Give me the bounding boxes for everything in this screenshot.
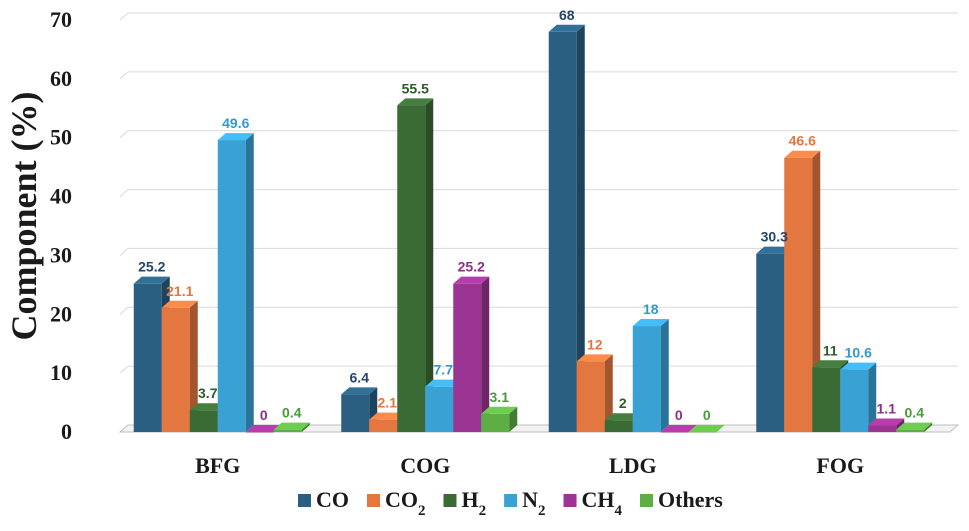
gridline-depth — [119, 189, 129, 197]
gridline-depth — [119, 365, 129, 374]
bars — [133, 24, 933, 433]
data-label: 0 — [260, 407, 268, 423]
data-label: 68 — [559, 7, 575, 23]
data-label: 25.2 — [138, 259, 165, 275]
legend-label: CO — [316, 487, 349, 512]
legend-item: CO2 — [367, 487, 426, 519]
x-tick-label: BFG — [195, 453, 240, 478]
legend-item: N2 — [504, 487, 546, 519]
data-label: 6.4 — [350, 369, 370, 385]
bar — [576, 354, 613, 432]
legend-label: H2 — [462, 487, 487, 519]
y-tick-label: 40 — [50, 184, 72, 209]
bar — [273, 422, 310, 432]
bar — [397, 98, 434, 432]
y-tick-label: 0 — [61, 419, 72, 444]
gridlines — [119, 12, 958, 433]
legend-item: H2 — [443, 487, 487, 519]
data-label: 3.7 — [198, 385, 218, 401]
legend-label: CO2 — [385, 487, 426, 519]
y-tick-label: 70 — [50, 7, 72, 32]
legend-label: Others — [658, 487, 723, 512]
legend-label: N2 — [522, 487, 545, 519]
data-label: 18 — [643, 301, 659, 317]
legend-swatch — [563, 494, 577, 507]
data-label: 0.4 — [905, 405, 925, 421]
bar — [453, 276, 490, 432]
y-tick-label: 10 — [50, 360, 72, 385]
legend-swatch — [640, 494, 654, 507]
bar — [840, 362, 877, 432]
data-label: 3.1 — [490, 389, 510, 405]
y-tick-label: 30 — [50, 242, 72, 267]
bar — [660, 425, 697, 433]
data-label: 0 — [703, 407, 711, 423]
data-label: 2.1 — [378, 395, 398, 411]
data-label: 7.7 — [434, 362, 454, 378]
gridline-depth — [119, 248, 129, 256]
bar — [896, 422, 933, 432]
legend-swatch — [367, 494, 380, 507]
legend-swatch — [298, 494, 311, 507]
bar — [161, 300, 198, 432]
bar — [245, 425, 282, 433]
legend-item: CH4 — [563, 487, 623, 519]
data-label: 11 — [823, 342, 838, 358]
x-tick-label: LDG — [609, 453, 657, 478]
y-tick-label: 20 — [50, 301, 72, 326]
data-label: 49.6 — [222, 115, 249, 131]
x-tick-label: FOG — [816, 453, 864, 478]
bar — [548, 24, 585, 433]
data-label: 12 — [587, 336, 603, 352]
gridline-depth — [119, 306, 129, 315]
legend-item: CO — [298, 487, 349, 512]
data-label: 55.5 — [402, 80, 429, 96]
data-label: 30.3 — [761, 229, 788, 245]
bar — [784, 150, 821, 432]
bar — [632, 319, 669, 432]
data-label: 10.6 — [845, 345, 872, 361]
data-label: 46.6 — [789, 133, 816, 149]
data-label: 2 — [619, 395, 627, 411]
legend-swatch — [504, 494, 518, 507]
legend-label: CH4 — [582, 487, 623, 519]
bar — [688, 425, 725, 433]
bar — [217, 133, 254, 432]
y-tick-label: 50 — [50, 125, 72, 150]
data-label: 25.2 — [458, 259, 485, 275]
legend: CO CO2 H2 N2 CH4 Others — [298, 487, 723, 519]
data-label: 0.4 — [282, 405, 302, 421]
gridline-depth — [119, 12, 129, 21]
y-tick-label: 60 — [50, 66, 72, 91]
legend-item: Others — [640, 487, 723, 512]
gridline-depth — [119, 71, 129, 80]
data-label: 0 — [675, 407, 683, 423]
x-tick-label: COG — [400, 453, 450, 478]
legend-swatch — [443, 494, 457, 507]
data-label: 1.1 — [877, 401, 897, 417]
data-label: 21.1 — [166, 283, 193, 299]
gridline-depth — [119, 130, 129, 139]
bar — [481, 406, 518, 432]
y-axis-label: Component (%) — [4, 92, 44, 341]
data-labels: 25.221.13.749.60 0.46.42.155.57.725.23.16… — [138, 7, 924, 423]
